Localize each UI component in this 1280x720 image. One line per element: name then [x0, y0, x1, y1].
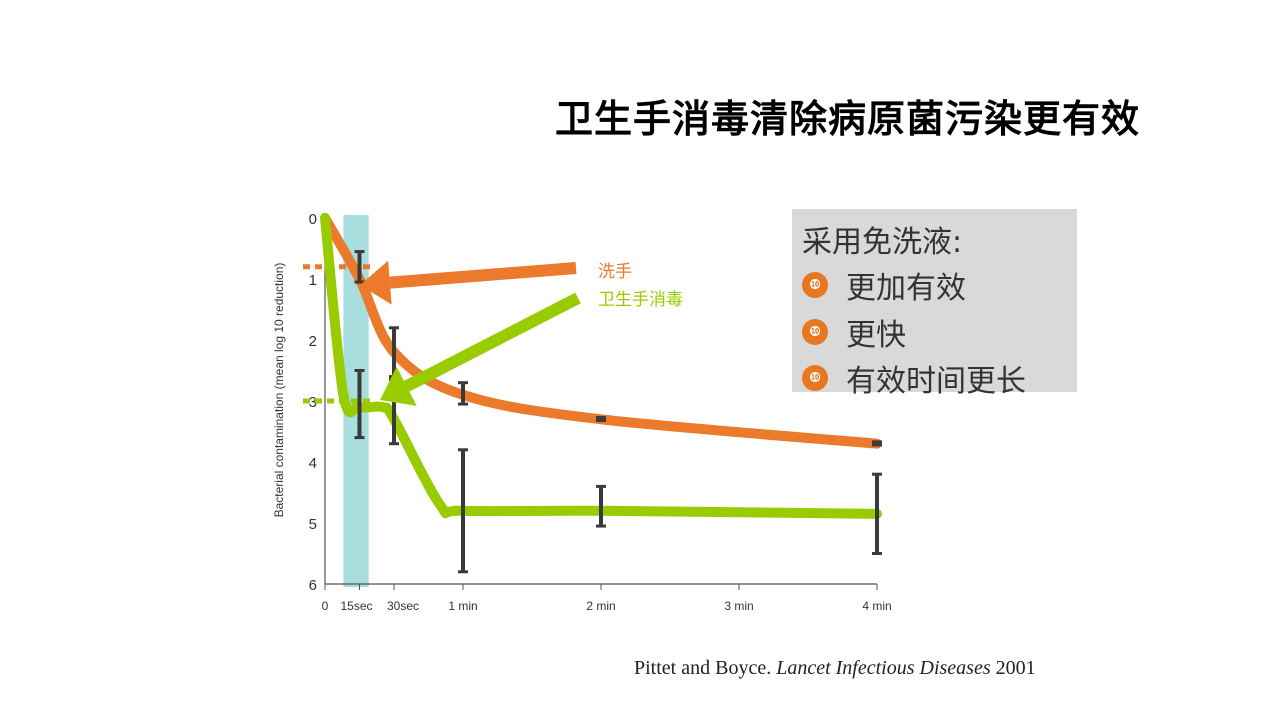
- summary-item-longer-lasting: ❿ 有效时间更长: [802, 356, 1026, 400]
- handrub-callout-arrow-head: [380, 366, 417, 406]
- summary-item-label: 更加有效: [846, 271, 966, 306]
- y-tick-label: 6: [309, 577, 317, 594]
- x-tick-label: 0: [322, 599, 329, 613]
- slide-title: 卫生手消毒清除病原菌污染更有效: [554, 96, 1140, 141]
- bullet-icon: ❿: [802, 319, 828, 345]
- series-line-handrub: [320, 213, 882, 519]
- summary-item-more-effective: ❿ 更加有效: [802, 263, 966, 307]
- y-tick-label: 3: [309, 394, 317, 411]
- x-tick-label: 15sec: [340, 599, 372, 613]
- citation-journal: Lancet Infectious Diseases: [776, 657, 991, 679]
- handwash-callout-arrow-shaft: [389, 262, 577, 289]
- bullet-icon: ❿: [802, 272, 828, 298]
- summary-item-faster: ❿ 更快: [802, 310, 906, 354]
- series-label-handrub: 卫生手消毒: [598, 290, 683, 309]
- citation: Pittet and Boyce. Lancet Infectious Dise…: [634, 657, 1036, 680]
- summary-box: 采用免洗液: ❿ 更加有效 ❿ 更快 ❿ 有效时间更长: [792, 209, 1077, 399]
- citation-authors: Pittet and Boyce.: [634, 657, 777, 679]
- summary-box-title: 采用免洗液:: [802, 225, 963, 260]
- handwash-callout-arrow-head: [360, 260, 392, 305]
- y-axis-label: Bacterial contamination (mean log 10 red…: [272, 263, 286, 518]
- x-tick-label: 1 min: [448, 599, 477, 613]
- x-tick-label: 30sec: [387, 599, 419, 613]
- series-label-handwash: 洗手: [598, 262, 632, 281]
- y-tick-label: 2: [309, 333, 317, 350]
- x-tick-label: 3 min: [724, 599, 753, 613]
- citation-year: 2001: [990, 657, 1036, 679]
- y-tick-label: 5: [309, 516, 317, 533]
- handrub-callout-arrow-shaft: [403, 292, 581, 392]
- summary-item-label: 更快: [846, 318, 906, 353]
- y-tick-label: 4: [309, 455, 317, 472]
- x-tick-label: 4 min: [862, 599, 891, 613]
- y-tick-label: 0: [309, 211, 317, 228]
- summary-item-label: 有效时间更长: [846, 364, 1026, 399]
- x-tick-label: 2 min: [586, 599, 615, 613]
- bullet-icon: ❿: [802, 365, 828, 391]
- y-tick-label: 1: [309, 272, 317, 289]
